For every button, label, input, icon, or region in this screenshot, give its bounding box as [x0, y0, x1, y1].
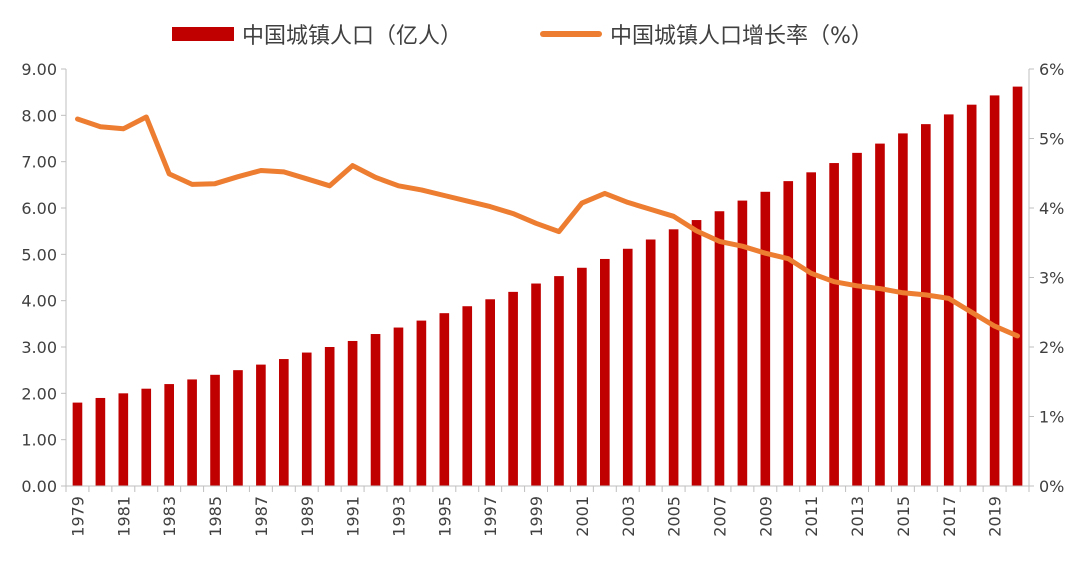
bar-1984 [187, 379, 197, 486]
bar-2009 [760, 191, 771, 487]
legend: 中国城镇人口（亿人） 中国城镇人口增长率（%） [0, 14, 1080, 54]
x-tick-label: 1979 [68, 496, 87, 537]
bar-1982 [141, 388, 152, 486]
bar-1996 [462, 306, 473, 486]
y-right-tick-label: 3% [1039, 269, 1064, 288]
bar-2003 [622, 248, 633, 486]
x-axis: 1979 1981 1983 1985 1987 1989 1991 1993 1995 1997… [65, 485, 1030, 537]
bar-1999 [531, 283, 541, 486]
bar-2008 [737, 200, 748, 486]
bar-2004 [645, 239, 656, 486]
x-tick-label: 1983 [160, 496, 179, 537]
bar-1992 [370, 334, 381, 486]
bar-1986 [233, 370, 243, 486]
y-left-tick-label: 2.00 [21, 384, 57, 403]
bar-1979 [72, 402, 83, 486]
y-left-tick-label: 0.00 [21, 477, 57, 496]
bar-1991 [347, 340, 358, 486]
legend-item-population: 中国城镇人口（亿人） [172, 18, 462, 50]
x-tick-label: 1989 [298, 496, 317, 537]
bar-2016 [921, 124, 931, 487]
bar-1990 [324, 347, 335, 486]
x-tick-label: 2015 [894, 496, 913, 537]
bar-2007 [714, 211, 725, 486]
x-tick-label: 2005 [665, 496, 684, 537]
y-axis-right: 0% 1% 2% 3% 4% 5% 6% [1028, 60, 1064, 496]
bar-1985 [210, 374, 220, 486]
x-tick-label: 1997 [481, 496, 500, 537]
y-right-tick-label: 2% [1039, 338, 1064, 357]
y-left-tick-label: 7.00 [21, 153, 57, 172]
bar-2014 [875, 143, 885, 486]
bar-1987 [256, 364, 266, 486]
x-tick-label: 1995 [435, 496, 454, 537]
bar-2018 [966, 104, 977, 486]
bar-2000 [554, 276, 564, 486]
bar-2012 [829, 163, 839, 486]
x-tick-label: 2007 [710, 496, 729, 537]
bar-1980 [95, 397, 106, 486]
bar-2015 [898, 133, 908, 487]
bar-1997 [485, 299, 495, 486]
bar-1981 [118, 393, 129, 486]
bar-1989 [301, 352, 312, 486]
x-tick-label: 2017 [940, 496, 959, 537]
x-tick-label: 1991 [344, 496, 363, 537]
bar-series [72, 86, 1023, 487]
bar-2002 [600, 258, 610, 486]
bar-2013 [852, 152, 862, 486]
bar-2011 [806, 172, 816, 486]
x-tick-label: 2003 [619, 496, 638, 537]
legend-line-swatch [540, 31, 602, 37]
x-tick-label: 1999 [527, 496, 546, 537]
x-tick-label: 2001 [573, 496, 592, 537]
y-left-tick-label: 3.00 [21, 338, 57, 357]
x-tick-label: 1987 [252, 496, 271, 537]
bar-2001 [577, 267, 587, 486]
y-right-tick-label: 4% [1039, 199, 1064, 218]
x-tick-label: 2011 [802, 496, 821, 537]
x-tick-label: 1981 [114, 496, 133, 537]
y-left-tick-label: 6.00 [21, 199, 57, 218]
y-left-tick-label: 5.00 [21, 245, 57, 264]
bar-1983 [164, 384, 174, 486]
bar-1988 [279, 359, 289, 486]
x-tick-label: 2009 [756, 496, 775, 537]
bar-2019 [989, 95, 1000, 486]
bar-1994 [416, 320, 427, 486]
x-tick-label: 1993 [389, 496, 408, 537]
x-tick-label: 1985 [206, 496, 225, 537]
growth-rate-line [75, 114, 1020, 339]
bar-2010 [783, 181, 794, 487]
bar-2005 [668, 229, 679, 486]
bar-2006 [691, 220, 702, 486]
x-tick-label: 2013 [848, 496, 867, 537]
y-left-tick-label: 1.00 [21, 431, 57, 450]
y-right-tick-label: 6% [1039, 60, 1064, 79]
legend-bar-swatch [172, 27, 234, 41]
y-axis-left: 0.00 1.00 2.00 3.00 4.00 5.00 6.00 7.00 8.00 9.00 [21, 60, 67, 496]
bar-1995 [439, 313, 450, 486]
line-series [75, 114, 1020, 339]
y-right-tick-label: 0% [1039, 477, 1064, 496]
bar-1993 [393, 327, 404, 486]
y-right-tick-label: 5% [1039, 130, 1064, 149]
legend-label-growth-rate: 中国城镇人口增长率（%） [610, 24, 873, 49]
y-left-tick-label: 4.00 [21, 292, 57, 311]
y-left-tick-label: 9.00 [21, 60, 57, 79]
bar-2020 [1012, 86, 1023, 487]
y-left-tick-label: 8.00 [21, 106, 57, 125]
x-tick-label: 2019 [986, 496, 1005, 537]
bar-1998 [508, 291, 518, 486]
y-right-tick-label: 1% [1039, 408, 1064, 427]
legend-item-growth-rate: 中国城镇人口增长率（%） [540, 18, 873, 50]
legend-label-population: 中国城镇人口（亿人） [242, 24, 463, 49]
